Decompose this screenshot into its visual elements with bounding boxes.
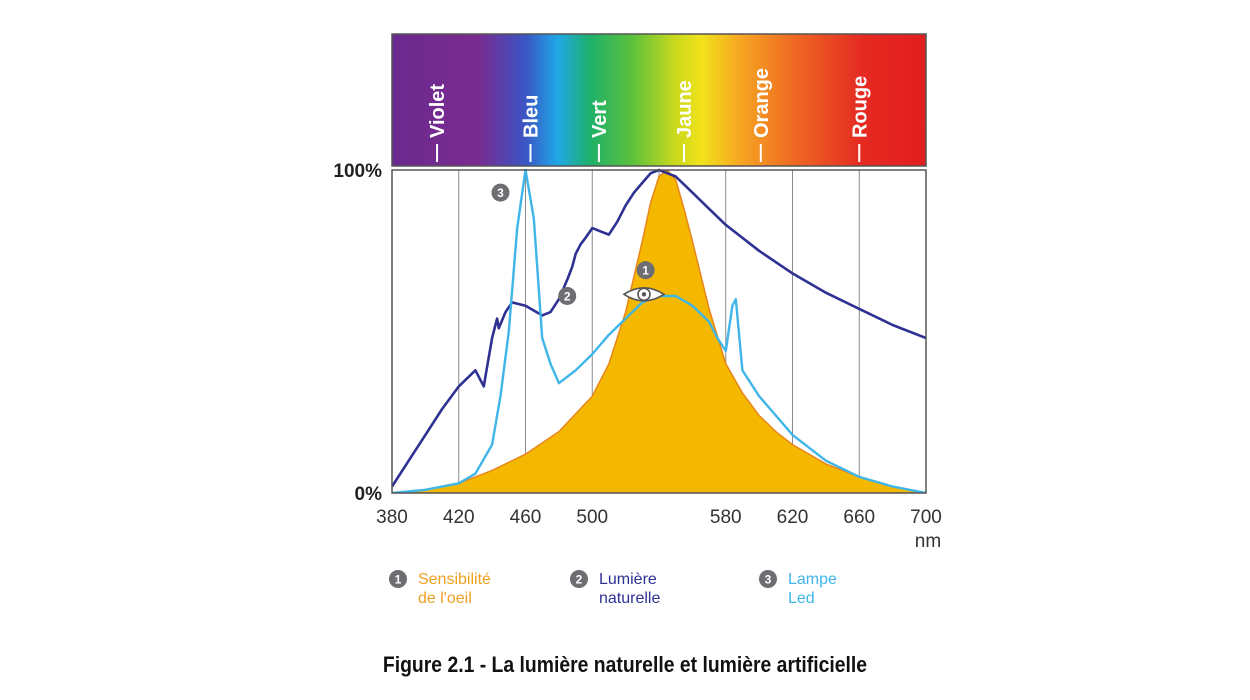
legend-item: 1 Sensibilité de l'oeil — [389, 570, 491, 607]
x-tick-label: 420 — [443, 507, 475, 528]
marker-circle — [636, 261, 655, 280]
series-layer — [392, 168, 926, 493]
legend: 1 Sensibilité de l'oeil 2 Lumière naturelle 3 L… — [389, 570, 837, 607]
series-line-led-lamp — [392, 168, 926, 493]
legend-marker: 1 — [389, 570, 407, 588]
marker-number: 3 — [765, 573, 772, 587]
band-label-jaune: Jaune — [674, 80, 696, 138]
legend-label-line: naturelle — [599, 590, 660, 607]
eye-iris — [637, 287, 651, 302]
eye-pupil — [641, 292, 647, 297]
x-axis-unit: nm — [915, 531, 941, 552]
marker-circle — [491, 183, 510, 202]
marker-number: 1 — [395, 573, 402, 587]
marker-natural-light: 2 — [558, 286, 577, 305]
marker-number: 2 — [576, 573, 583, 587]
legend-label: Lumière naturelle — [599, 571, 660, 607]
y-tick-label: 100% — [333, 161, 382, 182]
marker-eye-sensitivity: 1 — [636, 261, 655, 280]
spectrum-chart: Violet Bleu Vert Jaune Orange Rouge 380 420 460… — [333, 33, 942, 607]
band-label-violet: Violet — [427, 84, 449, 138]
legend-label-line: Lampe — [788, 571, 837, 588]
marker-circle — [570, 570, 588, 588]
legend-label-line: Sensibilité — [418, 571, 491, 588]
color-spectrum-bar — [391, 33, 927, 167]
legend-item: 3 Lampe Led — [759, 570, 837, 607]
figure-caption: Figure 2.1 - La lumière naturelle et lum… — [382, 652, 868, 677]
x-tick-label: 660 — [843, 507, 875, 528]
band-label-vert: Vert — [589, 100, 611, 138]
x-tick-label: 460 — [510, 507, 542, 528]
axis-labels: 380 420 460 500 580 620 660 700 nm 0% 100% — [333, 161, 941, 552]
x-tick-label: 500 — [576, 507, 608, 528]
marker-number: 3 — [497, 186, 504, 200]
legend-label-line: de l'oeil — [418, 590, 472, 607]
legend-item: 2 Lumière naturelle — [570, 570, 660, 607]
marker-circle — [759, 570, 777, 588]
legend-label-line: Led — [788, 590, 815, 607]
plot-frame — [391, 169, 927, 494]
band-label-orange: Orange — [751, 68, 773, 138]
marker-number: 1 — [642, 264, 649, 278]
legend-marker: 2 — [570, 570, 588, 588]
marker-circle — [389, 570, 407, 588]
x-tick-label: 580 — [710, 507, 742, 528]
band-label-rouge: Rouge — [849, 76, 871, 138]
series-markers: 3 2 1 — [491, 183, 666, 305]
x-tick-label: 700 — [910, 507, 942, 528]
band-label-bleu: Bleu — [521, 95, 543, 138]
series-area-eye-sensitivity — [392, 168, 926, 493]
marker-led-lamp: 3 — [491, 183, 510, 202]
legend-marker: 3 — [759, 570, 777, 588]
legend-label-line: Lumière — [599, 571, 657, 588]
color-band-labels: Violet Bleu Vert Jaune Orange Rouge — [427, 68, 871, 162]
legend-label: Lampe Led — [788, 571, 837, 607]
marker-number: 2 — [564, 289, 571, 303]
x-tick-label: 380 — [376, 507, 408, 528]
x-tick-label: 620 — [777, 507, 809, 528]
marker-circle — [558, 286, 577, 305]
y-tick-label: 0% — [355, 484, 383, 505]
series-line-natural-light — [392, 168, 926, 488]
legend-label: Sensibilité de l'oeil — [418, 571, 491, 607]
eye-icon — [622, 287, 666, 302]
